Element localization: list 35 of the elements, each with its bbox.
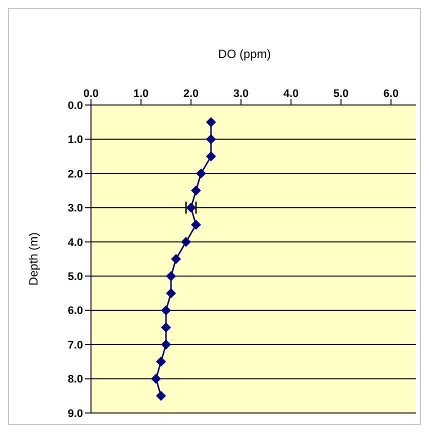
point [156, 390, 166, 401]
x-tick-label: 0.0 [83, 88, 99, 100]
y-tick-label: 6.0 [68, 305, 83, 318]
y-tick-label: 0.0 [68, 100, 83, 112]
point [206, 117, 216, 128]
chart-title: DO (ppm) [217, 47, 272, 63]
point [166, 271, 176, 282]
point [161, 340, 171, 350]
point [166, 288, 176, 298]
y-tick-label: 1.0 [68, 134, 83, 146]
point [161, 322, 171, 332]
point [156, 356, 166, 367]
x-tick-label: 2.0 [183, 88, 199, 100]
point [191, 220, 201, 230]
y-tick-label: 2.0 [68, 168, 83, 180]
x-tick-label: 4.0 [283, 88, 299, 100]
x-tick-label: 1.0 [133, 88, 149, 100]
point [181, 236, 191, 247]
y-tick-label: 9.0 [68, 408, 83, 420]
point [196, 168, 206, 178]
point [206, 134, 216, 144]
x-tick-label: 3.0 [233, 88, 249, 100]
x-tick-label: 5.0 [333, 88, 349, 100]
y-tick-label: 5.0 [68, 271, 83, 284]
point [161, 305, 171, 316]
y-tick-label: 3.0 [68, 202, 83, 215]
point [171, 254, 181, 264]
point [151, 374, 161, 384]
y-axis-title: Depth (m) [26, 232, 40, 286]
y-tick-label: 7.0 [68, 339, 83, 352]
point [206, 151, 216, 162]
x-tick-label: 6.0 [383, 88, 399, 100]
point [191, 186, 201, 196]
y-tick-label: 4.0 [68, 236, 83, 249]
y-tick-label: 8.0 [68, 374, 83, 386]
